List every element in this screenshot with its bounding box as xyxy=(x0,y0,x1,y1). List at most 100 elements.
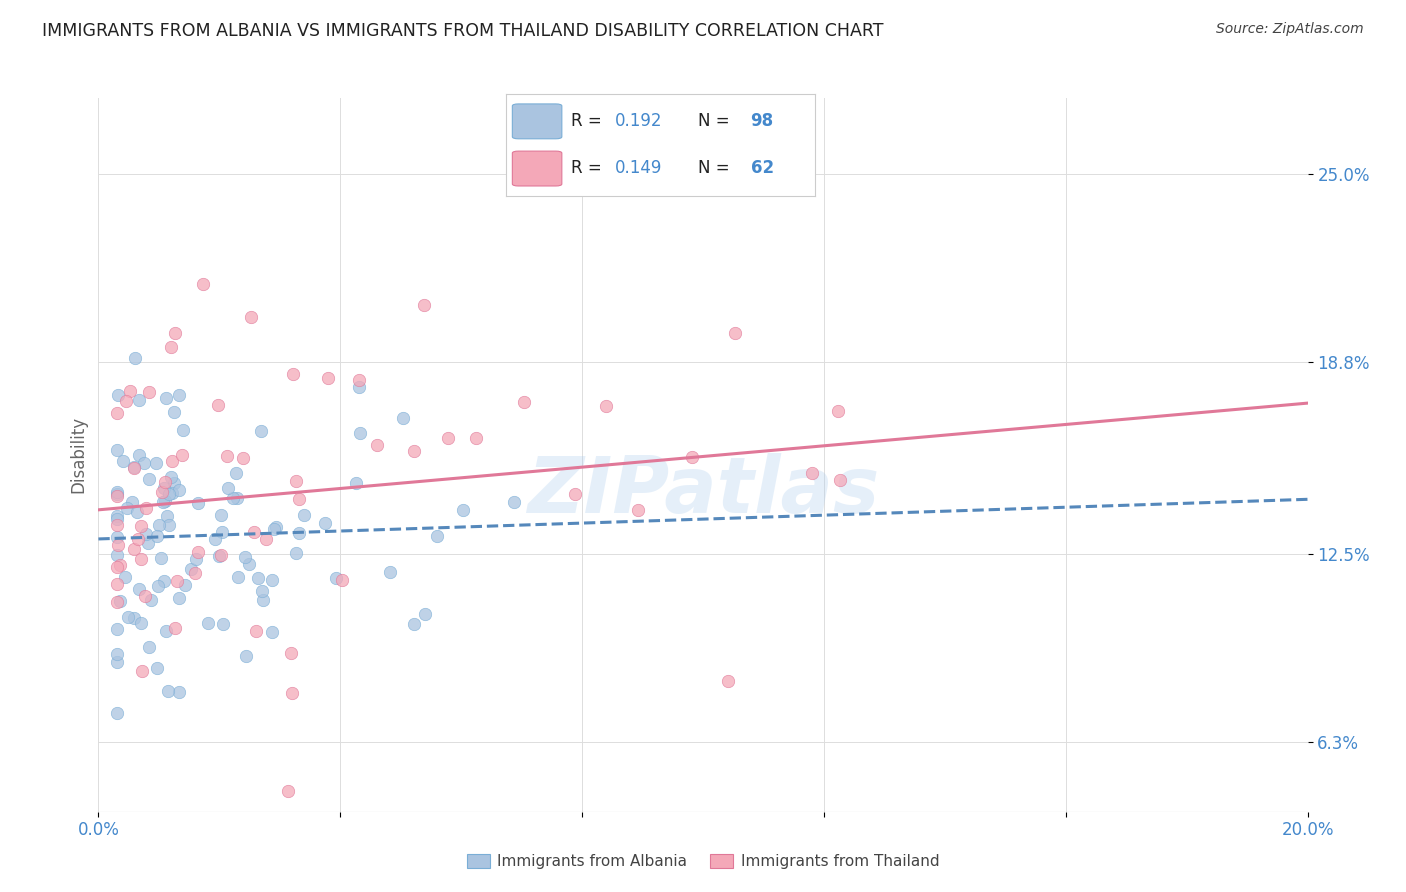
Point xyxy=(595,400,617,414)
Point xyxy=(412,298,434,312)
Point xyxy=(159,470,181,484)
Point xyxy=(105,508,128,523)
Point xyxy=(145,456,167,470)
Point xyxy=(105,406,128,420)
Point xyxy=(135,527,157,541)
Point xyxy=(145,661,167,675)
Point xyxy=(115,500,138,515)
Text: Source: ZipAtlas.com: Source: ZipAtlas.com xyxy=(1216,22,1364,37)
Point xyxy=(105,622,128,636)
Point xyxy=(131,665,153,679)
Point xyxy=(260,625,283,640)
Point xyxy=(124,541,146,556)
Point xyxy=(828,474,851,488)
Text: 0.192: 0.192 xyxy=(614,112,662,130)
Point xyxy=(191,277,214,291)
Text: N =: N = xyxy=(697,112,735,130)
Point xyxy=(260,573,283,587)
Point xyxy=(127,532,149,546)
Point xyxy=(187,495,209,509)
Point xyxy=(207,398,229,412)
Point xyxy=(114,570,136,584)
Point xyxy=(160,486,183,500)
Point xyxy=(129,616,152,631)
Point xyxy=(167,388,190,402)
Point xyxy=(285,546,308,560)
Point xyxy=(426,529,449,543)
Point xyxy=(281,367,304,381)
Point xyxy=(138,385,160,400)
Point xyxy=(277,784,299,798)
Point xyxy=(105,489,128,503)
Point xyxy=(240,310,263,324)
Point xyxy=(105,595,128,609)
Point xyxy=(174,578,197,592)
Point xyxy=(105,655,128,669)
Point xyxy=(344,475,367,490)
Point xyxy=(105,485,128,500)
Point xyxy=(217,482,239,496)
Point xyxy=(146,579,169,593)
Point xyxy=(105,706,128,721)
Legend: Immigrants from Albania, Immigrants from Thailand: Immigrants from Albania, Immigrants from… xyxy=(461,848,945,875)
Point xyxy=(232,451,254,466)
Point xyxy=(827,404,849,418)
Point xyxy=(280,686,302,700)
Point xyxy=(129,518,152,533)
Text: 0.149: 0.149 xyxy=(614,159,662,177)
Point xyxy=(160,340,183,354)
Point xyxy=(108,558,131,573)
Point xyxy=(285,475,308,489)
Point xyxy=(254,532,277,546)
Point xyxy=(180,562,202,576)
Point xyxy=(167,684,190,698)
Point xyxy=(404,444,426,458)
Point xyxy=(249,424,271,438)
Point xyxy=(169,591,191,606)
Point xyxy=(112,454,135,468)
Point xyxy=(287,492,309,507)
Point xyxy=(349,426,371,441)
Point xyxy=(222,491,245,505)
Y-axis label: Disability: Disability xyxy=(69,417,87,493)
Point xyxy=(128,393,150,408)
Point xyxy=(627,503,650,517)
Point xyxy=(165,621,187,635)
Point xyxy=(209,548,232,562)
Point xyxy=(212,617,235,632)
Point xyxy=(153,482,176,496)
Point xyxy=(105,530,128,544)
Point xyxy=(325,571,347,585)
Point xyxy=(134,456,156,470)
Point xyxy=(197,616,219,631)
Text: 62: 62 xyxy=(751,159,773,177)
Point xyxy=(187,545,209,559)
Text: R =: R = xyxy=(571,112,607,130)
Point xyxy=(157,487,180,501)
Point xyxy=(124,351,146,366)
Text: R =: R = xyxy=(571,159,607,177)
Point xyxy=(105,576,128,591)
Point xyxy=(157,518,180,533)
Point xyxy=(105,487,128,501)
Point xyxy=(165,326,187,340)
Point xyxy=(150,484,173,499)
Point xyxy=(163,405,186,419)
Point xyxy=(139,593,162,607)
Point xyxy=(105,560,128,574)
Point xyxy=(122,459,145,474)
Point xyxy=(117,610,139,624)
Point xyxy=(129,552,152,566)
Point xyxy=(209,508,232,523)
Point xyxy=(105,442,128,457)
Point xyxy=(184,566,207,581)
Point xyxy=(155,475,177,490)
Point xyxy=(152,495,174,509)
Point xyxy=(292,508,315,522)
Point xyxy=(564,487,586,501)
Point xyxy=(163,476,186,491)
Point xyxy=(134,589,156,603)
Point xyxy=(513,395,536,409)
Point xyxy=(105,517,128,532)
Point xyxy=(138,472,160,486)
